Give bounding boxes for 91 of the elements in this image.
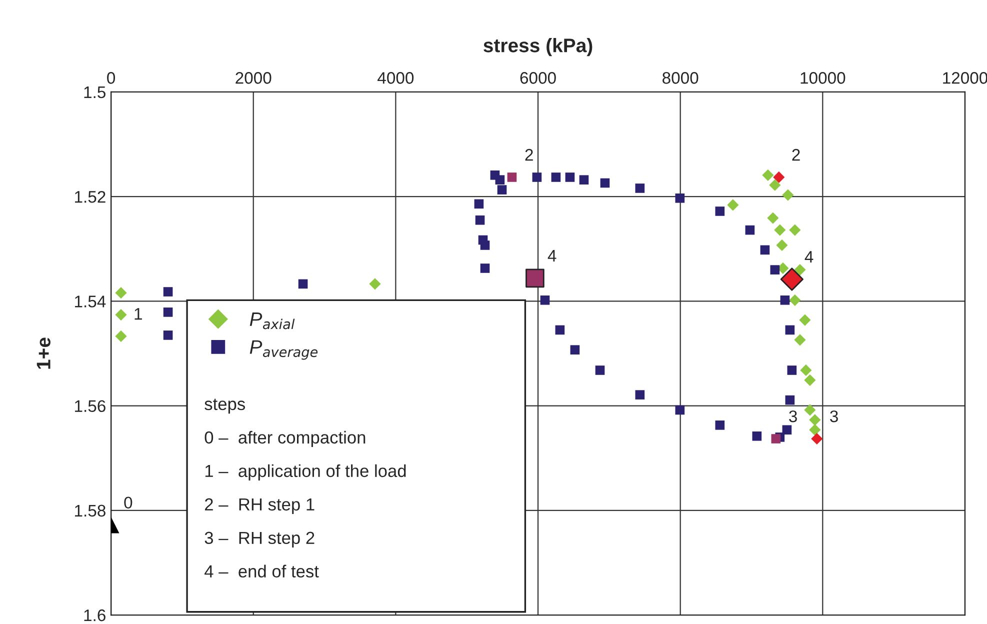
x-tick-label: 2000 bbox=[236, 72, 272, 84]
y-tick-label: 1.56 bbox=[75, 400, 106, 412]
x-tick-label: 4000 bbox=[378, 72, 414, 84]
point bbox=[595, 366, 605, 375]
point bbox=[635, 184, 645, 193]
x-tick-label: 0 bbox=[107, 72, 116, 84]
point bbox=[800, 364, 812, 376]
annotation: 0 – after compaction bbox=[204, 430, 366, 448]
point bbox=[782, 189, 794, 201]
point bbox=[804, 404, 816, 416]
point bbox=[115, 308, 127, 321]
annotation: 2 bbox=[792, 148, 800, 161]
point bbox=[675, 193, 685, 203]
annotation: 2 – RH step 1 bbox=[204, 498, 314, 514]
point bbox=[767, 212, 779, 224]
point bbox=[762, 169, 774, 181]
point bbox=[794, 334, 806, 346]
point bbox=[789, 224, 801, 236]
point bbox=[809, 414, 821, 426]
point bbox=[570, 345, 580, 354]
point bbox=[163, 330, 173, 340]
point bbox=[776, 239, 788, 252]
point bbox=[715, 206, 725, 216]
annotation: 1 bbox=[134, 308, 142, 320]
point bbox=[497, 185, 507, 194]
annotation: 0 bbox=[124, 496, 132, 509]
annotation: 3 bbox=[830, 410, 838, 422]
point bbox=[480, 264, 490, 273]
point bbox=[495, 175, 505, 185]
annotation: 3 bbox=[789, 410, 797, 422]
point bbox=[635, 390, 645, 400]
point bbox=[727, 199, 739, 211]
x-tick-label: 10000 bbox=[800, 72, 846, 84]
point bbox=[785, 395, 795, 405]
point bbox=[565, 172, 575, 182]
point bbox=[785, 325, 795, 335]
point bbox=[540, 295, 550, 305]
point bbox=[715, 420, 725, 430]
y-tick-label: 1.58 bbox=[75, 504, 106, 517]
point bbox=[773, 171, 785, 184]
y-tick-label: 1.6 bbox=[84, 609, 106, 622]
x-axis-title: stress (kPa) bbox=[484, 38, 592, 56]
point bbox=[745, 225, 755, 235]
point bbox=[579, 175, 589, 185]
point bbox=[774, 224, 786, 236]
point bbox=[799, 314, 811, 326]
point bbox=[780, 268, 804, 291]
point bbox=[787, 366, 797, 375]
point bbox=[782, 425, 792, 435]
y-tick-label: 1.54 bbox=[75, 296, 106, 308]
point bbox=[478, 235, 488, 245]
y-tick-label: 1.5 bbox=[84, 86, 106, 98]
y-tick-label: 1.52 bbox=[75, 190, 106, 203]
point bbox=[115, 287, 127, 299]
annotation: 2 bbox=[525, 148, 533, 161]
annotation: 4 – end of test bbox=[204, 564, 319, 578]
point bbox=[811, 432, 823, 445]
point bbox=[163, 287, 173, 296]
point bbox=[555, 325, 565, 335]
point bbox=[163, 308, 173, 317]
point bbox=[526, 268, 544, 288]
x-tick-label: 8000 bbox=[662, 72, 698, 84]
annotation: 4 bbox=[548, 250, 556, 262]
legend-label: P$_{average}$ bbox=[250, 340, 318, 360]
point bbox=[794, 264, 806, 276]
legend-label: P$_{axial}$ bbox=[250, 312, 295, 330]
point bbox=[770, 265, 780, 274]
point bbox=[551, 172, 561, 182]
annotation: 1 – application of the load bbox=[205, 464, 406, 481]
point bbox=[780, 295, 790, 305]
point bbox=[115, 330, 127, 342]
point bbox=[600, 178, 610, 188]
annotation: 4 bbox=[804, 251, 814, 263]
point bbox=[369, 278, 381, 290]
point bbox=[769, 179, 781, 191]
point bbox=[809, 424, 821, 436]
point bbox=[532, 172, 542, 182]
point bbox=[752, 431, 762, 441]
annotation: steps bbox=[204, 398, 245, 414]
point bbox=[507, 172, 517, 182]
point bbox=[475, 215, 485, 225]
x-tick-label: 6000 bbox=[520, 72, 556, 84]
point bbox=[771, 434, 781, 444]
point bbox=[675, 405, 685, 415]
point bbox=[474, 199, 484, 209]
y-axis-title: 1+e bbox=[36, 338, 50, 369]
point bbox=[789, 294, 801, 306]
point bbox=[298, 279, 308, 289]
point bbox=[804, 374, 816, 386]
point bbox=[760, 245, 770, 255]
annotation: 3 – RH step 2 bbox=[204, 532, 314, 548]
